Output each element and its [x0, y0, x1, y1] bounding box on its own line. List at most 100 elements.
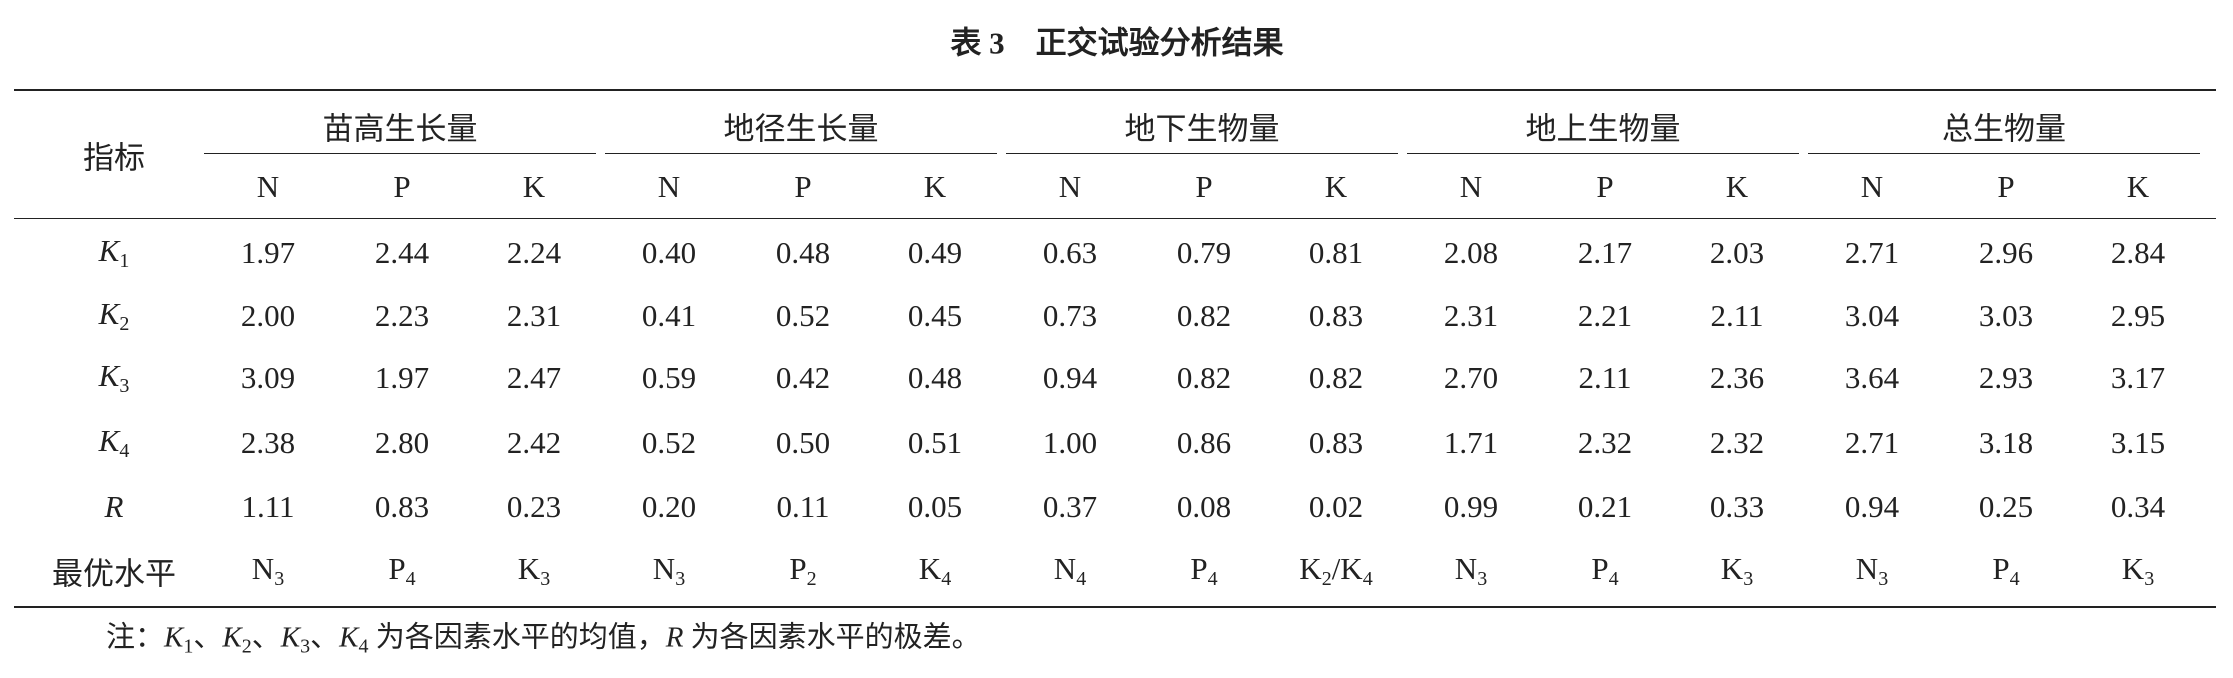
- cell: 0.50: [775, 425, 831, 460]
- base-text: N: [1454, 551, 1478, 586]
- cell: N3: [653, 551, 685, 591]
- cell: K3: [1721, 551, 1753, 591]
- cell: 0.94: [1042, 360, 1098, 395]
- cell: 2.38: [240, 425, 296, 460]
- base-text: P: [1992, 551, 2010, 586]
- cell: 2.36: [1709, 360, 1765, 395]
- cell: P4: [1190, 551, 1217, 591]
- cell: 0.52: [641, 425, 697, 460]
- header-rule: [14, 218, 2216, 219]
- cell: 2.23: [374, 298, 430, 333]
- cell: 0.21: [1577, 489, 1633, 524]
- cell: 1.71: [1443, 425, 1499, 460]
- subscript: 2: [241, 635, 252, 658]
- sub-header: N: [1459, 169, 1483, 204]
- cell: K3: [2122, 551, 2154, 591]
- cell: 0.73: [1042, 298, 1098, 333]
- cell: 0.59: [641, 360, 697, 395]
- table-title: 表 3 正交试验分析结果: [950, 25, 1284, 61]
- subscript: 3: [300, 635, 311, 658]
- group-underline: [1808, 153, 2200, 154]
- sub-header: N: [1058, 169, 1082, 204]
- cell: 0.94: [1844, 489, 1900, 524]
- cell: 0.63: [1042, 235, 1098, 270]
- subscript: 3: [540, 568, 551, 590]
- sub-header: N: [256, 169, 280, 204]
- cell: 2.11: [1578, 360, 1632, 395]
- group-underline: [1407, 153, 1799, 154]
- cell: 0.41: [641, 298, 697, 333]
- subscript: 3: [675, 568, 686, 590]
- sub-header: P: [1596, 169, 1614, 204]
- cell: 2.44: [374, 235, 430, 270]
- cell: 0.52: [775, 298, 831, 333]
- variable: K: [98, 358, 120, 393]
- variable: K: [339, 621, 359, 654]
- base-text: N: [652, 551, 676, 586]
- corner-header: 指标: [83, 140, 145, 176]
- cell: 2.70: [1443, 360, 1499, 395]
- cell: 2.31: [506, 298, 562, 333]
- cell: 0.37: [1042, 489, 1098, 524]
- cell: N3: [1455, 551, 1487, 591]
- cell: 2.21: [1577, 298, 1633, 333]
- subscript: 3: [119, 375, 130, 397]
- subscript: 4: [358, 635, 369, 658]
- top-rule: [14, 89, 2216, 91]
- base-text: N: [1053, 551, 1077, 586]
- base-text: /K: [1331, 551, 1363, 586]
- base-text: P: [1591, 551, 1609, 586]
- subscript: 2: [119, 313, 130, 335]
- row-label: K2: [99, 296, 130, 336]
- cell: P4: [1992, 551, 2019, 591]
- base-text: K: [1299, 551, 1322, 586]
- base-text: N: [1855, 551, 1879, 586]
- cell: 0.83: [374, 489, 430, 524]
- cell: 2.47: [506, 360, 562, 395]
- subscript: 2: [806, 568, 817, 590]
- text-piece: 、: [310, 621, 340, 654]
- cell: 0.08: [1176, 489, 1232, 524]
- cell: 0.51: [907, 425, 963, 460]
- text-piece: 为各因素水平的极差。: [683, 621, 981, 654]
- row-label: 最优水平: [52, 556, 176, 592]
- cell: 2.08: [1443, 235, 1499, 270]
- group-header: 苗高生长量: [322, 111, 478, 147]
- cell: 2.17: [1577, 235, 1633, 270]
- cell: P4: [388, 551, 415, 591]
- sub-header: N: [657, 169, 681, 204]
- subscript: 4: [119, 440, 130, 462]
- cell: 3.09: [240, 360, 296, 395]
- subscript: 2: [1321, 568, 1332, 590]
- cell: 0.82: [1176, 298, 1232, 333]
- sub-header: P: [393, 169, 411, 204]
- group-header: 地上生物量: [1525, 111, 1681, 147]
- cell: 2.71: [1844, 235, 1900, 270]
- variable: K: [98, 296, 120, 331]
- cell: 0.02: [1308, 489, 1364, 524]
- cell: 2.32: [1577, 425, 1633, 460]
- cell: 2.03: [1709, 235, 1765, 270]
- row-label: K3: [99, 358, 130, 398]
- subscript: 3: [274, 568, 285, 590]
- cell: 0.49: [907, 235, 963, 270]
- subscript: 4: [1076, 568, 1087, 590]
- group-underline: [1006, 153, 1398, 154]
- subscript: 3: [1477, 568, 1488, 590]
- cell: 2.31: [1443, 298, 1499, 333]
- cell: 0.33: [1709, 489, 1765, 524]
- cell: 2.96: [1978, 235, 2034, 270]
- subscript: 4: [1362, 568, 1373, 590]
- base-text: K: [517, 551, 541, 586]
- row-label: K4: [99, 423, 130, 463]
- text-piece: 为各因素水平的均值，: [368, 621, 666, 654]
- variable: R: [665, 621, 684, 654]
- subscript: 4: [405, 568, 416, 590]
- text-piece: 、: [193, 621, 223, 654]
- variable: K: [280, 621, 301, 654]
- subscript: 3: [2144, 568, 2155, 590]
- cell: 0.86: [1176, 425, 1232, 460]
- cell: P2: [789, 551, 816, 591]
- table-note: 注：K1、K2、K3、K4 为各因素水平的均值，R 为各因素水平的极差。: [106, 614, 981, 659]
